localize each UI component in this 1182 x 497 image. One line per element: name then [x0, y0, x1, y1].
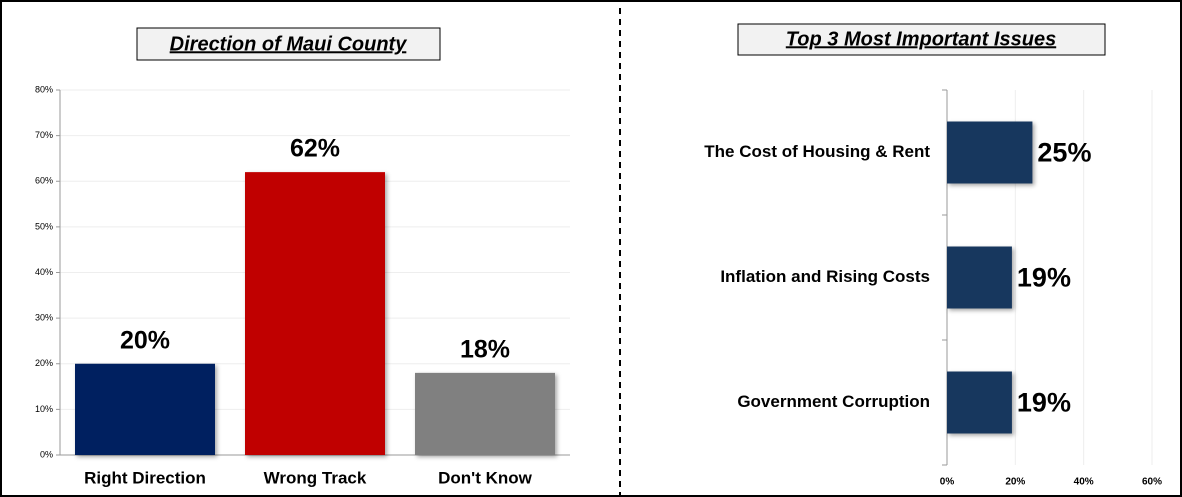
bar — [947, 371, 1012, 434]
y-tick-label: 50% — [35, 221, 53, 231]
data-label: 18% — [460, 335, 510, 363]
bar — [947, 246, 1012, 309]
chart-title: Top 3 Most Important Issues — [786, 28, 1056, 50]
data-label: 19% — [1017, 263, 1071, 293]
y-tick-label: Government Corruption — [737, 392, 930, 411]
chart-title: Direction of Maui County — [170, 33, 408, 55]
y-tick-label: 30% — [35, 313, 53, 323]
data-label: 25% — [1037, 138, 1091, 168]
x-tick-label: 0% — [940, 477, 955, 488]
data-label: 20% — [120, 326, 170, 354]
bar — [947, 121, 1033, 184]
y-tick-label: 0% — [40, 449, 53, 459]
y-tick-label: The Cost of Housing & Rent — [704, 142, 930, 161]
y-tick-label: 70% — [35, 130, 53, 140]
y-tick-label: 10% — [35, 404, 53, 414]
title-box — [737, 23, 1106, 56]
title-box — [136, 27, 441, 61]
x-tick-label: Don't Know — [438, 468, 533, 487]
x-tick-label: Right Direction — [84, 468, 206, 487]
y-tick-label: Inflation and Rising Costs — [720, 267, 930, 286]
bar — [75, 363, 215, 455]
x-tick-label: 40% — [1074, 477, 1094, 488]
y-tick-label: 20% — [35, 358, 53, 368]
y-tick-label: 60% — [35, 176, 53, 186]
x-tick-label: 60% — [1142, 477, 1162, 488]
x-tick-label: 20% — [1005, 477, 1025, 488]
data-label: 19% — [1017, 388, 1071, 418]
data-label: 62% — [290, 135, 340, 163]
bar — [415, 372, 555, 455]
x-tick-label: Wrong Track — [264, 468, 367, 487]
y-tick-label: 80% — [35, 84, 53, 94]
y-tick-label: 40% — [35, 267, 53, 277]
bar — [245, 172, 385, 455]
